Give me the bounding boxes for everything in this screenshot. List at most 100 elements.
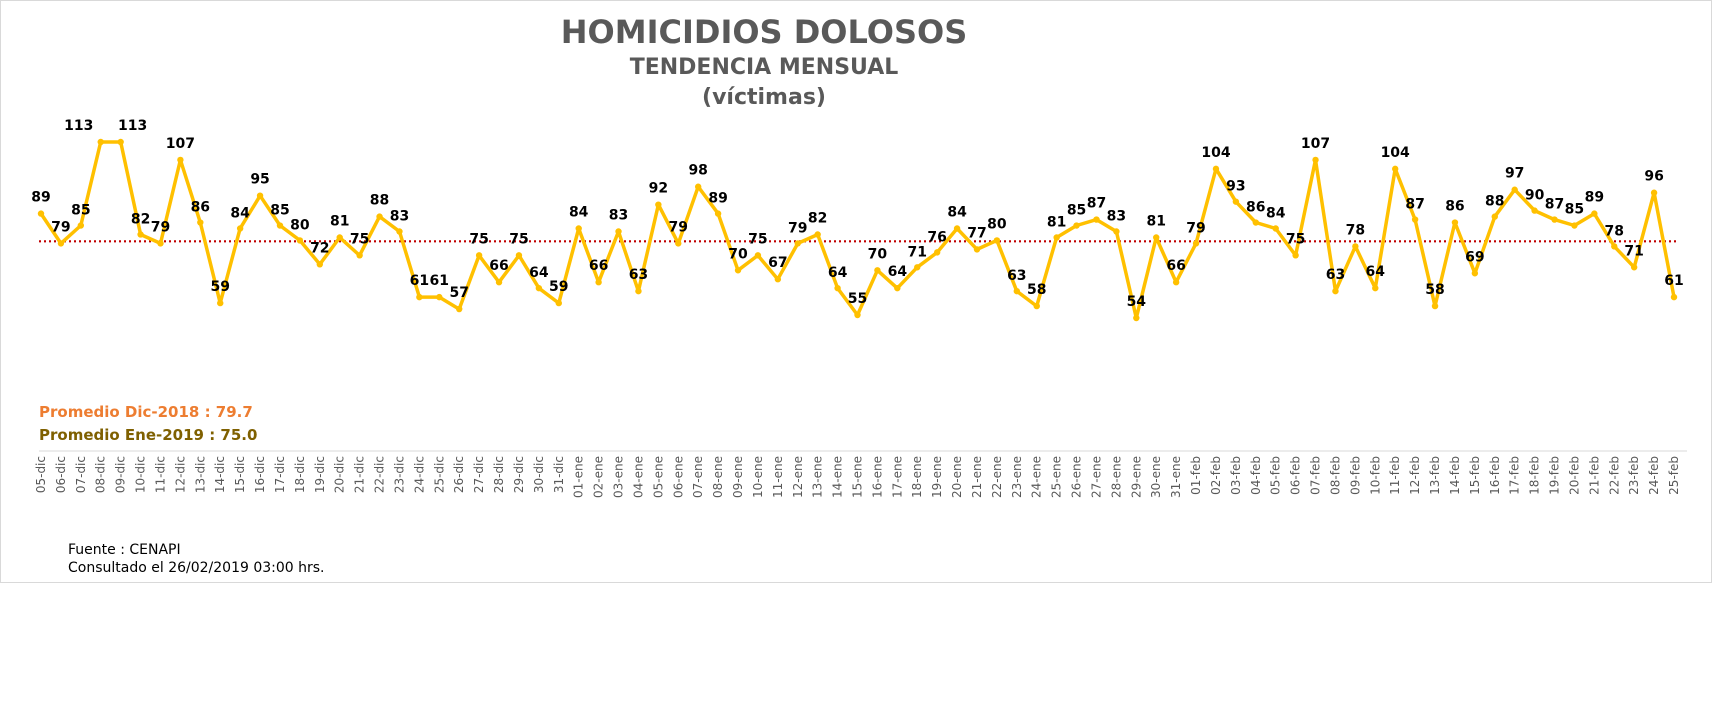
x-tick-13-dic: 13-dic <box>193 456 207 493</box>
data-label-24-dic: 61 <box>410 273 429 289</box>
data-point-29-dic <box>515 252 523 259</box>
x-tick-11-feb: 11-feb <box>1388 456 1402 495</box>
x-tick-13-feb: 13-feb <box>1428 456 1442 495</box>
data-label-14-ene: 64 <box>828 265 848 281</box>
data-label-06-ene: 79 <box>669 219 688 235</box>
data-point-27-ene <box>1093 216 1100 223</box>
data-point-11-ene <box>774 276 782 283</box>
x-tick-06-dic: 06-dic <box>54 456 68 493</box>
data-point-21-ene <box>973 246 981 253</box>
data-label-14-feb: 86 <box>1445 199 1464 215</box>
data-point-01-ene <box>575 225 582 232</box>
data-label-31-dic: 59 <box>549 279 568 295</box>
x-tick-29-dic: 29-dic <box>512 456 526 493</box>
data-point-19-feb <box>1551 216 1558 223</box>
data-point-30-ene <box>1153 234 1160 241</box>
data-label-05-feb: 84 <box>1266 206 1286 222</box>
x-tick-11-dic: 11-dic <box>153 456 167 493</box>
x-tick-05-dic: 05-dic <box>34 456 48 493</box>
x-tick-01-ene: 01-ene <box>572 456 586 498</box>
data-label-18-dic: 80 <box>290 217 310 233</box>
data-point-15-ene <box>854 311 861 319</box>
data-point-13-feb <box>1431 302 1439 310</box>
x-tick-30-ene: 30-ene <box>1149 456 1163 498</box>
data-label-27-dic: 75 <box>469 231 488 247</box>
data-point-11-dic <box>157 240 164 247</box>
data-point-09-ene <box>734 267 742 274</box>
data-label-01-feb: 79 <box>1186 220 1205 236</box>
data-point-31-ene <box>1172 279 1180 286</box>
x-tick-02-ene: 02-ene <box>592 456 606 498</box>
data-label-03-ene: 83 <box>609 207 628 223</box>
x-tick-10-dic: 10-dic <box>134 456 148 493</box>
data-point-07-ene <box>694 183 702 190</box>
x-tick-18-dic: 18-dic <box>293 456 307 493</box>
data-point-22-dic <box>376 213 383 220</box>
data-label-18-ene: 71 <box>908 244 927 260</box>
data-label-25-dic: 61 <box>430 273 449 289</box>
data-point-20-dic <box>336 234 343 241</box>
data-label-03-feb: 93 <box>1226 179 1245 195</box>
data-label-02-feb: 104 <box>1201 145 1230 161</box>
data-label-19-feb: 87 <box>1545 197 1564 213</box>
data-point-05-dic <box>37 210 45 217</box>
data-label-17-dic: 85 <box>270 203 289 219</box>
data-point-08-feb <box>1332 287 1339 295</box>
x-tick-12-feb: 12-feb <box>1408 456 1422 495</box>
data-point-17-dic <box>276 222 284 229</box>
data-point-16-dic <box>256 192 264 199</box>
x-tick-07-ene: 07-ene <box>691 456 705 498</box>
data-label-13-feb: 58 <box>1425 282 1444 298</box>
data-point-04-ene <box>635 287 642 295</box>
data-point-13-ene <box>814 231 821 238</box>
data-label-16-dic: 95 <box>250 172 269 188</box>
x-tick-18-ene: 18-ene <box>910 456 924 498</box>
data-point-23-dic <box>396 228 403 235</box>
data-point-12-ene <box>794 240 801 247</box>
x-tick-07-feb: 07-feb <box>1309 456 1323 495</box>
data-label-30-dic: 64 <box>529 265 549 281</box>
x-tick-31-ene: 31-ene <box>1169 456 1183 498</box>
x-tick-10-ene: 10-ene <box>751 456 765 498</box>
x-tick-28-dic: 28-dic <box>492 456 506 493</box>
data-label-07-feb: 107 <box>1301 136 1330 152</box>
x-tick-13-ene: 13-ene <box>811 456 825 498</box>
x-tick-07-dic: 07-dic <box>74 456 88 493</box>
data-label-15-feb: 69 <box>1465 249 1484 265</box>
data-point-26-ene <box>1073 222 1080 229</box>
x-tick-12-ene: 12-ene <box>791 456 805 498</box>
data-label-01-ene: 84 <box>569 205 589 221</box>
data-label-05-dic: 89 <box>31 190 50 206</box>
x-tick-15-feb: 15-feb <box>1468 456 1482 495</box>
data-label-10-dic: 82 <box>131 211 150 227</box>
data-label-07-dic: 85 <box>71 203 90 219</box>
x-tick-16-feb: 16-feb <box>1488 456 1502 495</box>
data-label-06-dic: 79 <box>51 219 70 235</box>
data-point-28-dic <box>495 279 503 286</box>
data-point-03-feb <box>1232 198 1240 205</box>
chart-title: HOMICIDIOS DOLOSOS <box>561 13 968 51</box>
data-label-14-dic: 59 <box>210 279 229 295</box>
data-point-19-ene <box>933 249 941 256</box>
data-point-06-ene <box>675 240 682 247</box>
x-tick-09-ene: 09-ene <box>731 456 745 498</box>
chart-frame: HOMICIDIOS DOLOSOS TENDENCIA MENSUAL (ví… <box>0 0 1712 583</box>
data-point-10-ene <box>754 252 762 259</box>
x-tick-15-dic: 15-dic <box>233 456 247 493</box>
data-label-22-dic: 88 <box>370 193 389 209</box>
x-tick-09-dic: 09-dic <box>114 456 128 493</box>
x-tick-04-feb: 04-feb <box>1249 456 1263 495</box>
data-point-31-dic <box>555 299 562 307</box>
data-point-01-feb <box>1192 240 1200 247</box>
data-label-22-ene: 80 <box>987 216 1007 232</box>
data-point-16-ene <box>874 267 881 274</box>
x-tick-29-ene: 29-ene <box>1129 456 1143 498</box>
data-label-12-dic: 107 <box>166 136 195 152</box>
data-label-11-feb: 104 <box>1381 145 1410 161</box>
x-tick-06-ene: 06-ene <box>671 456 685 498</box>
x-tick-22-feb: 22-feb <box>1607 456 1621 495</box>
x-tick-08-ene: 08-ene <box>711 456 725 498</box>
data-label-04-ene: 63 <box>629 267 648 283</box>
x-tick-22-ene: 22-ene <box>990 456 1004 498</box>
data-point-11-feb <box>1391 165 1399 173</box>
